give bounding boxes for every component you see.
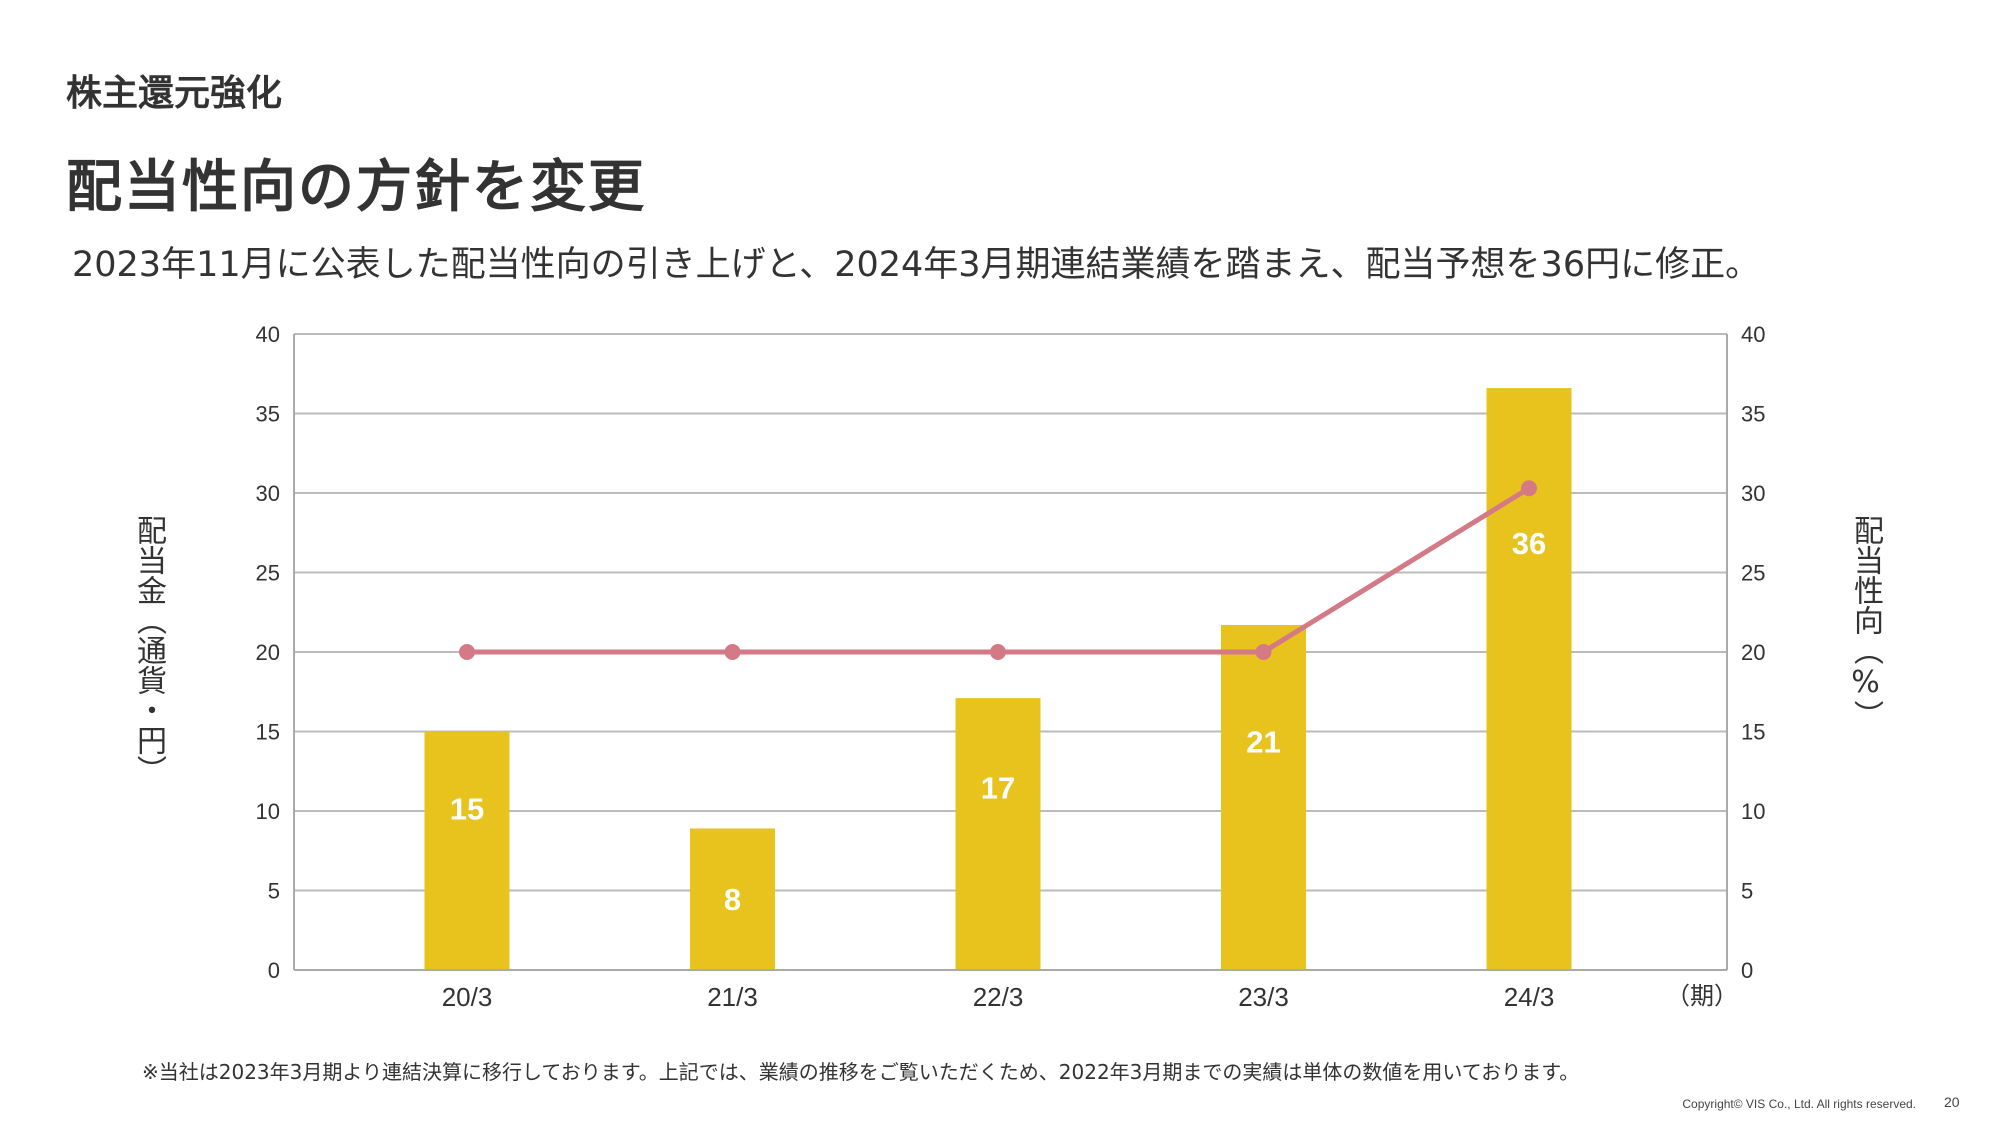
bar-data-label: 36 (1512, 526, 1546, 561)
page-number: 20 (1944, 1094, 1960, 1110)
page-subtitle: 2023年11月に公表した配当性向の引き上げと、2024年3月期連結業績を踏まえ… (72, 245, 1761, 285)
footnote: ※当社は2023年3月期より連結決算に移行しております。上記では、業績の推移をご… (142, 1060, 1580, 1084)
y-tick-left: 40 (256, 322, 280, 347)
x-tick-label: 21/3 (707, 982, 758, 1012)
x-axis-label: （期） (1666, 983, 1738, 1010)
x-tick-label: 23/3 (1238, 982, 1289, 1012)
y-tick-right: 35 (1741, 402, 1765, 427)
bar (690, 828, 775, 970)
payout-ratio-line (467, 486, 1531, 655)
y-tick-left: 15 (256, 720, 280, 745)
bar-data-label: 8 (724, 882, 741, 917)
bar (1486, 388, 1572, 970)
payout-ratio-point (990, 644, 1006, 660)
y-tick-right: 5 (1741, 879, 1753, 904)
y-axis-label-left: 配当金（通貨・円） (131, 515, 166, 785)
y-axis-label-right: 配当性向（%） (1848, 515, 1883, 730)
x-tick-label: 24/3 (1504, 982, 1555, 1012)
y-tick-right: 30 (1741, 481, 1765, 506)
copyright: Copyright© VIS Co., Ltd. All rights rese… (1682, 1097, 1916, 1111)
y-tick-right: 15 (1741, 720, 1765, 745)
y-tick-left: 25 (256, 561, 280, 586)
bar-data-label: 17 (981, 771, 1015, 806)
page-title: 配当性向の方針を変更 (66, 155, 646, 220)
y-tick-right: 25 (1741, 561, 1765, 586)
x-tick-label: 22/3 (973, 982, 1024, 1012)
bar (1221, 624, 1306, 970)
payout-ratio-point (459, 644, 475, 660)
payout-ratio-point (724, 644, 741, 660)
y-tick-left: 10 (256, 799, 280, 824)
payout-ratio-point (1521, 480, 1537, 497)
y-tick-left: 35 (256, 402, 280, 427)
bar (955, 698, 1041, 970)
y-tick-left: 5 (268, 879, 280, 904)
y-tick-right: 0 (1741, 958, 1753, 983)
y-tick-left: 20 (256, 640, 280, 665)
bar-data-label: 21 (1246, 725, 1280, 760)
y-tick-left: 30 (256, 481, 280, 506)
bar (424, 731, 510, 970)
section-title: 株主還元強化 (66, 73, 283, 114)
dividend-chart: 0 0 5 5 10 10 15 15 20 20 25 25 30 30 35 35 40 40 15 8 17 21 3… (256, 322, 1766, 1012)
x-tick-label: 20/3 (442, 982, 493, 1012)
y-tick-right: 40 (1741, 322, 1765, 347)
y-tick-right: 20 (1741, 640, 1765, 665)
y-tick-left: 0 (268, 958, 280, 983)
payout-ratio-point (1255, 644, 1272, 660)
bar-data-label: 15 (450, 792, 484, 827)
y-tick-right: 10 (1741, 799, 1765, 824)
